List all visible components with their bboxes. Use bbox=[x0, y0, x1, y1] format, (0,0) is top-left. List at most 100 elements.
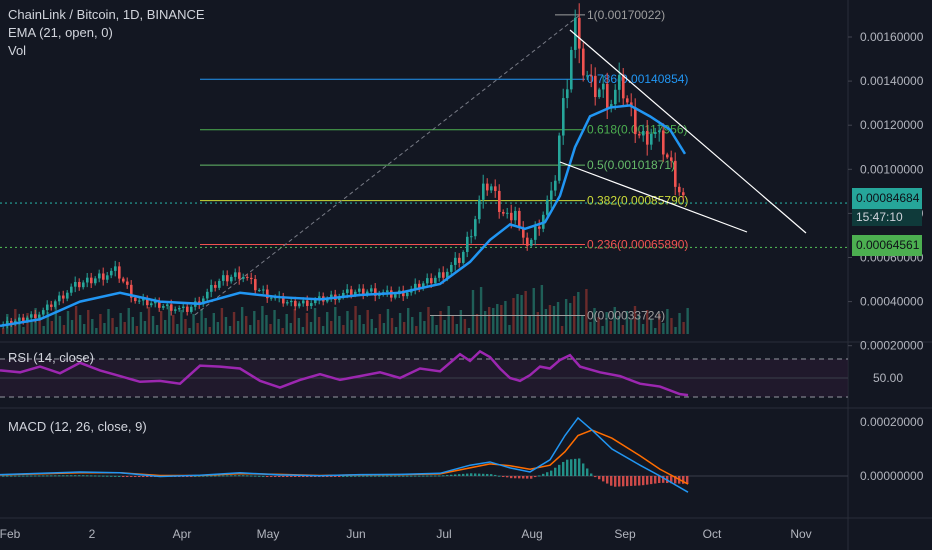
candle-body bbox=[74, 281, 77, 287]
volume-bar bbox=[556, 302, 560, 334]
macd-histogram-bar bbox=[538, 475, 541, 477]
volume-bar bbox=[382, 323, 386, 334]
macd-histogram bbox=[2, 458, 689, 487]
macd-histogram-bar bbox=[594, 476, 597, 478]
volume-bar bbox=[216, 322, 220, 334]
volume-bar bbox=[95, 328, 98, 334]
candle-body bbox=[22, 317, 25, 321]
candle-body bbox=[226, 275, 229, 282]
volume-bar bbox=[581, 316, 584, 334]
volume-bar bbox=[42, 326, 45, 334]
candle-body bbox=[310, 303, 313, 306]
macd-histogram-bar bbox=[486, 473, 489, 476]
candle-body bbox=[366, 291, 369, 295]
candle-body bbox=[590, 75, 593, 77]
candle-body bbox=[254, 279, 257, 291]
macd-histogram-bar bbox=[530, 476, 533, 479]
volume-bar bbox=[277, 319, 280, 334]
macd-histogram-bar bbox=[562, 461, 565, 476]
volume-bar bbox=[407, 308, 410, 334]
volume-legend[interactable]: Vol bbox=[8, 43, 27, 58]
macd-histogram-bar bbox=[426, 475, 429, 477]
price-tick-label: 0.00100000 bbox=[860, 162, 924, 176]
volume-bar bbox=[443, 320, 446, 334]
fib-level-label: 0.382(0.00085790) bbox=[587, 194, 688, 208]
candle-body bbox=[494, 186, 497, 191]
volume-bar bbox=[143, 321, 147, 334]
volume-bar bbox=[269, 324, 272, 334]
volume-bar bbox=[147, 307, 151, 334]
candle-body bbox=[562, 98, 565, 136]
volume-bar bbox=[427, 307, 430, 334]
macd-histogram-bar bbox=[358, 475, 361, 477]
volume-bar bbox=[641, 324, 645, 334]
macd-histogram-bar bbox=[298, 476, 301, 477]
candle-body bbox=[62, 295, 65, 299]
volume-bar bbox=[326, 312, 329, 334]
volume-bar bbox=[293, 309, 296, 334]
volume-bar bbox=[78, 315, 82, 334]
volume-bar bbox=[131, 317, 134, 334]
macd-histogram-bar bbox=[190, 476, 193, 477]
candle-body bbox=[170, 304, 173, 311]
candle-body bbox=[634, 107, 637, 135]
candle-body bbox=[118, 266, 121, 279]
macd-histogram-bar bbox=[622, 476, 625, 487]
candle-body bbox=[342, 292, 345, 297]
candle-body bbox=[330, 294, 333, 299]
volume-bar bbox=[569, 303, 572, 334]
volume-bar bbox=[236, 321, 240, 334]
candle-body bbox=[486, 183, 489, 191]
macd-histogram-bar bbox=[206, 475, 209, 477]
macd-histogram-bar bbox=[502, 476, 505, 477]
macd-histogram-bar bbox=[258, 475, 261, 477]
symbol-title: ChainLink / Bitcoin, 1D, BINANCE bbox=[8, 7, 205, 22]
macd-histogram-bar bbox=[294, 476, 297, 477]
macd-histogram-bar bbox=[50, 475, 53, 477]
macd-histogram-bar bbox=[286, 476, 289, 477]
candle-body bbox=[126, 281, 129, 285]
fib-level-label: 0(0.00033724) bbox=[587, 308, 665, 322]
candle-body bbox=[458, 257, 461, 263]
volume-bar bbox=[654, 328, 657, 334]
macd-histogram-bar bbox=[442, 475, 445, 477]
volume-bar bbox=[18, 318, 21, 334]
volume-bar bbox=[378, 314, 382, 334]
candle-body bbox=[258, 290, 261, 292]
macd-histogram-bar bbox=[674, 476, 677, 484]
candle-body bbox=[238, 272, 241, 279]
time-tick-label: Apr bbox=[173, 527, 192, 541]
volume-bar bbox=[2, 328, 5, 334]
candle-body bbox=[54, 301, 57, 307]
candle-body bbox=[350, 289, 353, 295]
candle-body bbox=[182, 306, 185, 308]
candle-body bbox=[530, 239, 533, 246]
volume-bar bbox=[682, 322, 685, 334]
macd-histogram-bar bbox=[434, 475, 437, 477]
fib-trend-line bbox=[194, 14, 581, 316]
candle-body bbox=[358, 288, 361, 292]
volume-bar bbox=[253, 311, 256, 334]
macd-legend[interactable]: MACD (12, 26, close, 9) bbox=[8, 419, 147, 434]
candle-body bbox=[214, 284, 217, 288]
macd-histogram-bar bbox=[86, 475, 89, 477]
volume-bar bbox=[362, 324, 365, 334]
macd-histogram-bar bbox=[354, 475, 357, 477]
candle-body bbox=[554, 180, 557, 191]
rsi-legend[interactable]: RSI (14, close) bbox=[8, 350, 94, 365]
volume-bar bbox=[500, 305, 503, 334]
volume-bar bbox=[504, 301, 507, 334]
volume-bar bbox=[204, 318, 207, 334]
ema-legend[interactable]: EMA (21, open, 0) bbox=[8, 25, 113, 40]
volume-bar bbox=[609, 321, 612, 334]
price-tick-label: 0.00160000 bbox=[860, 30, 924, 44]
macd-histogram-bar bbox=[314, 476, 317, 477]
macd-histogram-bar bbox=[462, 473, 465, 476]
volume-bar bbox=[552, 306, 556, 334]
candle-body bbox=[266, 289, 269, 299]
macd-histogram-bar bbox=[282, 476, 285, 477]
macd-histogram-bar bbox=[362, 475, 365, 477]
volume-bar bbox=[184, 319, 187, 334]
macd-histogram-bar bbox=[130, 476, 133, 477]
